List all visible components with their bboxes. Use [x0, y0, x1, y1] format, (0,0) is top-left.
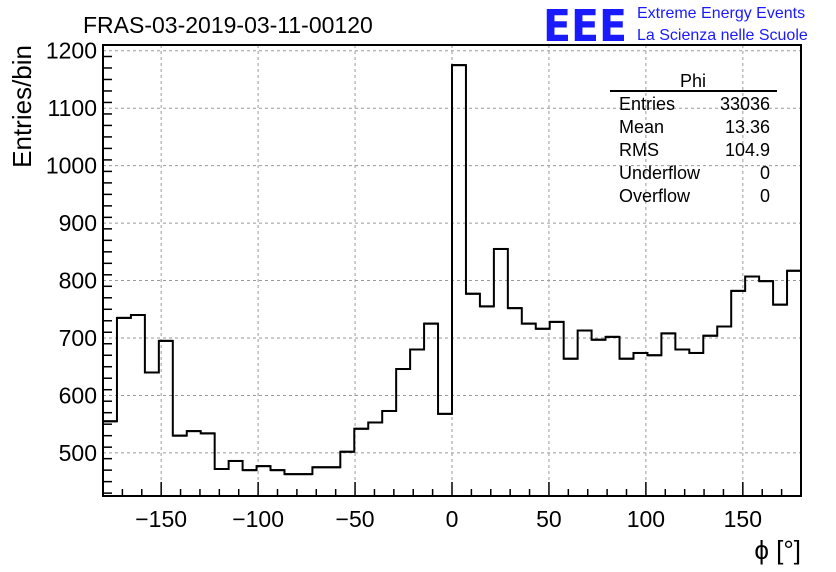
logo-line-2: La Scienza nelle Scuole [637, 27, 808, 44]
stats-row-value: 13.36 [725, 117, 770, 137]
x-tick-label: 150 [724, 506, 762, 532]
y-tick-label: 1100 [48, 95, 97, 121]
stats-box: Phi Entries 33036 Mean 13.36 RMS 104.9 Underfl… [610, 71, 777, 206]
stats-row-value: 33036 [720, 94, 770, 114]
y-tick-label: 600 [59, 382, 97, 408]
stats-rows: Entries 33036 Mean 13.36 RMS 104.9 Underflow 0 O… [619, 94, 770, 206]
tick-labels: −150 −100 −50 0 50 100 150 500 600 700 800 900 1000 1… [46, 38, 762, 532]
x-tick-label: 50 [536, 506, 562, 532]
y-axis-title: Entries/bin [7, 45, 37, 168]
stats-box-name: Phi [680, 71, 706, 91]
stats-row-label: Entries [619, 94, 675, 114]
x-axis-title: ϕ [°] [754, 535, 801, 565]
histogram-series [103, 64, 801, 476]
stats-row-value: 0 [760, 163, 770, 183]
y-tick-label: 800 [59, 268, 97, 294]
stats-row-label: RMS [619, 140, 659, 160]
eee-logo-mark: EEE [543, 1, 627, 52]
stats-row-value: 104.9 [725, 140, 770, 160]
chart-title: FRAS-03-2019-03-11-00120 [83, 12, 373, 38]
y-tick-label: 700 [59, 325, 97, 351]
x-tick-label: −50 [336, 506, 375, 532]
x-tick-label: −100 [232, 506, 284, 532]
y-tick-label: 1000 [46, 153, 97, 179]
axis-ticks [102, 44, 802, 496]
x-tick-label: 100 [627, 506, 665, 532]
y-tick-label: 500 [59, 440, 97, 466]
x-tick-label: −150 [135, 506, 187, 532]
stats-row-label: Mean [619, 117, 664, 137]
stats-row-value: 0 [760, 186, 770, 206]
y-tick-label: 1200 [46, 38, 97, 64]
histogram-outline [103, 64, 801, 476]
y-tick-label: 900 [59, 210, 97, 236]
logo-line-1: Extreme Energy Events [637, 5, 805, 22]
x-tick-label: 0 [446, 506, 459, 532]
eee-logo: EEE Extreme Energy Events La Scienza nel… [543, 1, 808, 52]
stats-row-label: Underflow [619, 163, 701, 183]
stats-row-label: Overflow [619, 186, 691, 206]
